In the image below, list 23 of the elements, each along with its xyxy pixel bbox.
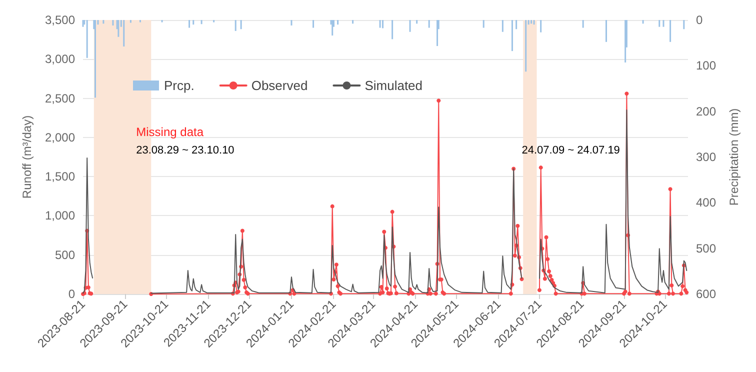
y2-tick-label: 600 (696, 287, 716, 301)
y2-tick-label: 300 (696, 150, 716, 164)
legend-label: Prcp. (164, 78, 194, 93)
band-label: 24.07.09 ~ 24.07.19 (522, 144, 620, 156)
y2-tick-label: 400 (696, 196, 716, 210)
band-label: 23.08.29 ~ 23.10.10 (136, 144, 234, 156)
y-tick-label: 1,500 (44, 170, 76, 184)
annotation: Missing data (136, 125, 204, 139)
y2-tick-label: 200 (696, 104, 716, 118)
y-tick-label: 3,500 (44, 13, 76, 27)
y-tick-label: 500 (54, 248, 76, 262)
y-axis-title: Runoff (m³/day) (20, 115, 34, 199)
y-tick-label: 0 (68, 287, 76, 301)
y2-axis-title: Precipitation (mm) (727, 108, 741, 206)
legend-label: Simulated (364, 78, 423, 93)
y2-tick-label: 0 (696, 13, 703, 27)
y-tick-label: 2,500 (44, 91, 76, 106)
legend-label: Observed (251, 78, 308, 93)
y2-tick-label: 500 (696, 241, 716, 256)
y-tick-label: 1,000 (44, 208, 76, 223)
y-tick-label: 3,000 (44, 52, 76, 66)
y2-tick-label: 100 (696, 58, 716, 73)
y-tick-label: 2,000 (44, 130, 76, 144)
